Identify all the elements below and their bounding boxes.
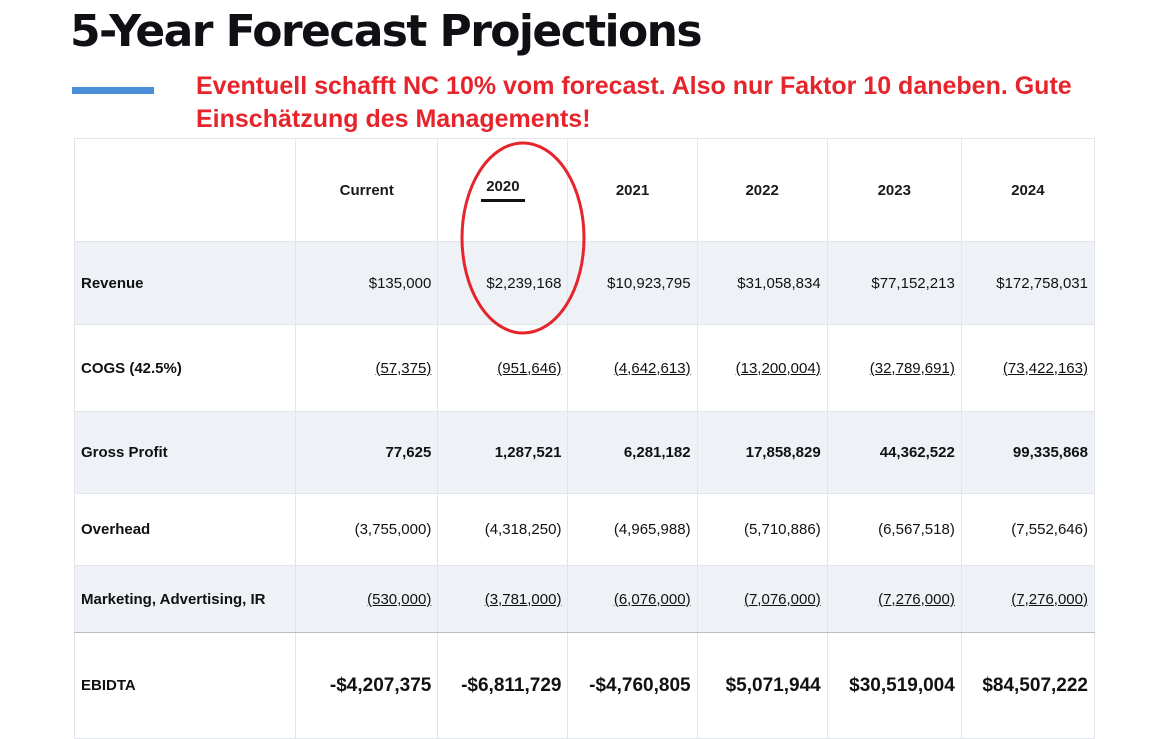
table-cell: (5,710,886) bbox=[696, 493, 828, 566]
row-label: Revenue bbox=[73, 241, 297, 325]
table-cell: 44,362,522 bbox=[826, 411, 962, 494]
table-cell: 1,287,521 bbox=[437, 411, 569, 494]
header-2022: 2022 bbox=[696, 138, 828, 242]
table-cell: (530,000) bbox=[295, 565, 439, 633]
table-cell: (13,200,004) bbox=[696, 324, 828, 412]
table-cell: -$4,207,375 bbox=[295, 632, 439, 739]
table-row: Overhead (3,755,000) (4,318,250) (4,965,… bbox=[73, 493, 1096, 566]
table-row: Gross Profit 77,625 1,287,521 6,281,182 … bbox=[73, 411, 1096, 494]
hand-drawn-circle bbox=[460, 141, 586, 335]
table-cell: (6,076,000) bbox=[567, 565, 698, 633]
table-cell: 6,281,182 bbox=[567, 411, 698, 494]
table-cell: 99,335,868 bbox=[960, 411, 1096, 494]
table-cell: (73,422,163) bbox=[960, 324, 1096, 412]
table-row: Revenue $135,000 $2,239,168 $10,923,795 … bbox=[73, 241, 1096, 325]
table-cell: 77,625 bbox=[295, 411, 439, 494]
table-cell: (7,276,000) bbox=[826, 565, 962, 633]
table-cell: (3,755,000) bbox=[295, 493, 439, 566]
table-cell: (57,375) bbox=[295, 324, 439, 412]
table-cell: -$4,760,805 bbox=[567, 632, 698, 739]
page-title: 5-Year Forecast Projections bbox=[70, 6, 703, 57]
header-current: Current bbox=[295, 138, 439, 242]
table-cell: -$6,811,729 bbox=[437, 632, 569, 739]
table-cell: $31,058,834 bbox=[696, 241, 828, 325]
header-empty bbox=[73, 138, 297, 242]
table-cell: $84,507,222 bbox=[960, 632, 1096, 739]
table-row: COGS (42.5%) (57,375) (951,646) (4,642,6… bbox=[73, 324, 1096, 412]
annotation-text: Eventuell schafft NC 10% vom forecast. A… bbox=[196, 72, 1072, 133]
table-cell: $30,519,004 bbox=[826, 632, 962, 739]
forecast-table: Current 2020 2021 2022 2023 2024 Revenue… bbox=[73, 138, 1096, 739]
table-cell: (7,076,000) bbox=[696, 565, 828, 633]
table-cell: (7,276,000) bbox=[960, 565, 1096, 633]
row-label: Overhead bbox=[73, 493, 297, 566]
row-label: Gross Profit bbox=[73, 411, 297, 494]
table-cell: (4,965,988) bbox=[567, 493, 698, 566]
circle-ellipse bbox=[460, 141, 586, 335]
table-cell: (32,789,691) bbox=[826, 324, 962, 412]
table-cell: $2,239,168 bbox=[437, 241, 569, 325]
table-cell: $77,152,213 bbox=[826, 241, 962, 325]
table-cell: $10,923,795 bbox=[567, 241, 698, 325]
title-accent-bar bbox=[72, 87, 154, 94]
table-cell: $172,758,031 bbox=[960, 241, 1096, 325]
table-cell: (3,781,000) bbox=[437, 565, 569, 633]
table-cell: (7,552,646) bbox=[960, 493, 1096, 566]
table-cell: 17,858,829 bbox=[696, 411, 828, 494]
table-cell: $135,000 bbox=[295, 241, 439, 325]
header-2023: 2023 bbox=[826, 138, 962, 242]
table-row: EBIDTA -$4,207,375 -$6,811,729 -$4,760,8… bbox=[73, 632, 1096, 739]
row-label: COGS (42.5%) bbox=[73, 324, 297, 412]
table-cell: (4,642,613) bbox=[567, 324, 698, 412]
table-cell: (951,646) bbox=[437, 324, 569, 412]
table-cell: $5,071,944 bbox=[696, 632, 828, 739]
header-2021: 2021 bbox=[567, 138, 698, 242]
header-2024: 2024 bbox=[960, 138, 1096, 242]
row-label: Marketing, Advertising, IR bbox=[73, 565, 297, 633]
table-cell: (6,567,518) bbox=[826, 493, 962, 566]
table-row: Marketing, Advertising, IR (530,000) (3,… bbox=[73, 565, 1096, 633]
table-cell: (4,318,250) bbox=[437, 493, 569, 566]
header-row: Current 2020 2021 2022 2023 2024 bbox=[73, 138, 1096, 242]
row-label: EBIDTA bbox=[73, 632, 297, 739]
